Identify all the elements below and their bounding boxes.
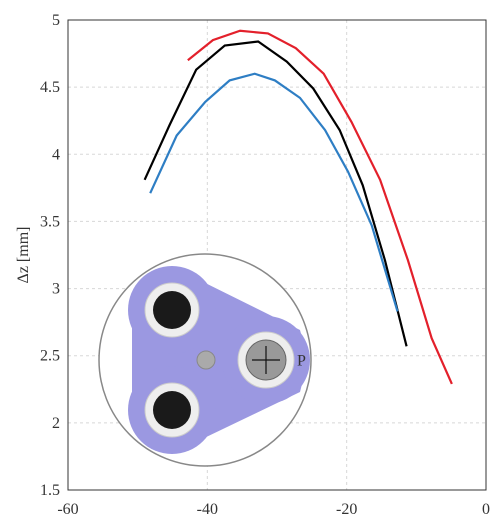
y-tick-label: 3 (52, 281, 60, 298)
y-tick-label: 2.5 (40, 348, 60, 365)
inset-diagram: P (98, 253, 312, 467)
plot-frame (67, 19, 487, 491)
x-tick-label: -60 (57, 501, 78, 518)
hole (153, 291, 191, 329)
y-tick-label: 2 (52, 415, 60, 432)
series-line (149, 72, 399, 312)
x-tick-label: 0 (482, 501, 490, 518)
center-pin (196, 350, 216, 370)
hole (153, 391, 191, 429)
series-line (187, 29, 453, 385)
y-tick-label: 5 (52, 12, 60, 29)
probe-label: P (297, 353, 306, 370)
lines (143, 29, 453, 385)
y-tick-label: 4 (52, 146, 60, 163)
series-line (143, 40, 408, 347)
y-tick-label: 1.5 (40, 482, 60, 499)
x-tick-label: -20 (336, 501, 357, 518)
y-tick-label: 3.5 (40, 213, 60, 230)
x-tick-label: -40 (197, 501, 218, 518)
y-axis-label: Δz [mm] (15, 227, 32, 284)
probe-arrows (252, 346, 280, 374)
y-tick-label: 4.5 (40, 79, 60, 96)
